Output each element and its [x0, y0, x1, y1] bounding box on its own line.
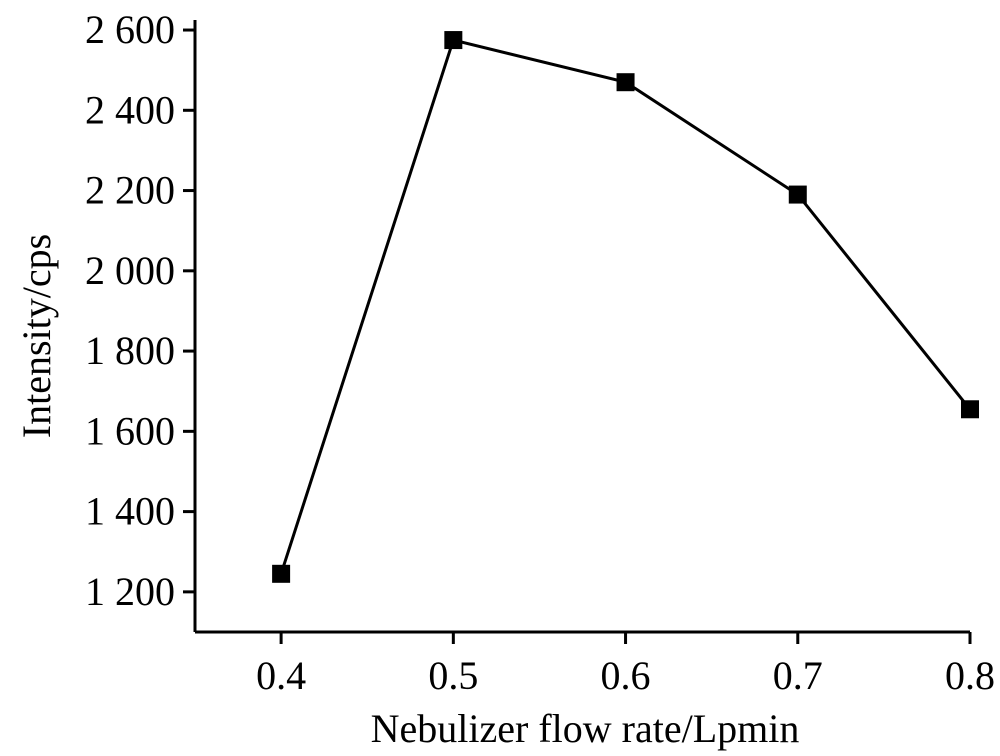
x-tick-label: 0.5 — [428, 653, 478, 698]
y-tick-label: 2 600 — [85, 7, 175, 52]
y-tick-label: 1 400 — [85, 489, 175, 534]
y-ticks: 1 200 1 400 1 600 1 800 2 000 2 200 2 400 2 600 — [85, 7, 195, 614]
y-tick-label: 1 800 — [85, 328, 175, 373]
y-tick-label: 2 200 — [85, 168, 175, 213]
y-tick-label: 2 400 — [85, 87, 175, 132]
x-tick-label: 0.7 — [773, 653, 823, 698]
x-tick-label: 0.6 — [601, 653, 651, 698]
y-tick-label: 1 600 — [85, 408, 175, 453]
y-tick-label: 1 200 — [85, 569, 175, 614]
data-point-marker — [788, 185, 807, 204]
data-point-marker — [272, 564, 291, 583]
axes — [193, 20, 970, 634]
series-line — [279, 38, 972, 575]
data-point-marker — [616, 73, 635, 92]
x-tick-label: 0.8 — [945, 653, 995, 698]
x-ticks: 0.4 0.5 0.6 0.7 0.8 — [256, 632, 995, 698]
y-axis-title: Intensity/cps — [14, 234, 59, 438]
data-point-marker — [444, 31, 463, 50]
y-tick-label: 2 000 — [85, 248, 175, 293]
x-tick-label: 0.4 — [256, 653, 306, 698]
series — [272, 31, 979, 583]
data-point-marker — [961, 400, 979, 419]
x-axis-title: Nebulizer flow rate/Lpmin — [371, 706, 800, 751]
